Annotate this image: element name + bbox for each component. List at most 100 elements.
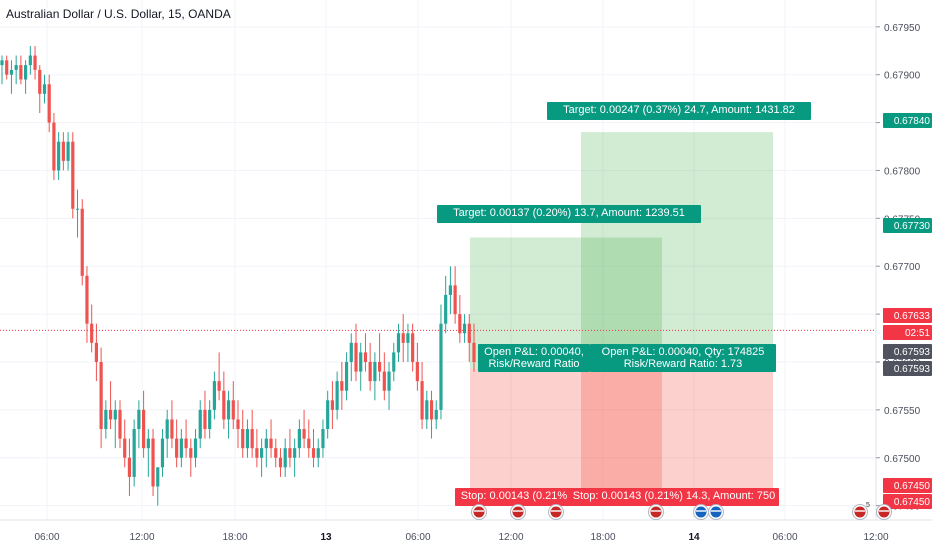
candle-body [326, 400, 330, 430]
candle-body [198, 409, 202, 439]
candle-body [175, 438, 179, 458]
price-tag-label: 0.67450 [894, 497, 931, 508]
candle-body [311, 448, 316, 458]
event-flag-stripe [551, 510, 561, 512]
price-axis-bg [876, 0, 932, 520]
time-tick-label: 06:00 [34, 532, 59, 543]
price-tag-label: 0.67593 [894, 347, 931, 358]
candle-body [396, 333, 401, 353]
price-tag-bg [883, 494, 932, 509]
candle-body [472, 342, 476, 362]
candle-body [66, 141, 70, 161]
candle-body [439, 323, 443, 410]
candle-body [189, 448, 193, 458]
event-flag-icon[interactable] [548, 504, 564, 520]
event-count: 5 [866, 502, 870, 509]
time-axis[interactable]: 06:00 12:00 18:00 13 06:00 12:00 18:00 14 06:00 1… [34, 532, 888, 543]
candle-body [354, 342, 358, 372]
pnl-label-1-box [478, 344, 590, 372]
candle-body [321, 429, 325, 449]
price-tick-label: 0.67550 [884, 406, 921, 417]
candle-body [387, 371, 391, 391]
stop-zone[interactable] [581, 368, 773, 506]
candle-body [33, 55, 37, 70]
candle-body [335, 381, 339, 410]
pnl-label-1: Open P&L: 0.00040,Risk/Reward Ratio [478, 344, 590, 372]
event-flag-icon[interactable] [693, 504, 709, 520]
pnl-label-1-text: Risk/Reward Ratio [488, 358, 579, 370]
candle-body [444, 294, 448, 324]
event-flag-stripe [855, 510, 865, 512]
candle-body [349, 342, 353, 362]
candle-body [415, 361, 419, 382]
candle-body [429, 400, 434, 420]
stop-label-1-box [455, 488, 573, 506]
event-flag-icon[interactable] [510, 504, 526, 520]
event-flag-icon[interactable] [471, 504, 487, 520]
price-tag: 0.67593 [883, 344, 932, 359]
price-tags: 0.67840 0.67730 0.67633 02:51 0.67593 0.67593… [883, 113, 932, 509]
price-tag-bg [883, 478, 932, 493]
candle-body [160, 438, 165, 468]
event-flag-stripe [711, 510, 721, 512]
event-flag-icon[interactable]: 5 [852, 502, 871, 520]
price-tag-bg [883, 308, 932, 323]
price-tag: 0.67450 [883, 494, 932, 509]
event-flag-icon[interactable] [876, 504, 892, 520]
time-tick-label: 18:00 [590, 532, 615, 543]
price-tag-bg [883, 344, 932, 359]
candle-body [9, 69, 14, 75]
candle-body [344, 361, 349, 391]
economic-events[interactable]: 5 [471, 502, 892, 520]
candle-body [99, 361, 103, 430]
candle-body [212, 381, 216, 410]
candle-body [330, 400, 334, 410]
price-tag: 0.67840 [883, 113, 932, 128]
candle-body [236, 419, 240, 430]
pnl-label-2-box [590, 344, 776, 372]
candle-body [293, 448, 297, 458]
candle-body [217, 381, 221, 391]
candle-body [226, 400, 231, 420]
target-label-1-box [437, 205, 701, 223]
chart-title: Australian Dollar / U.S. Dollar, 15, OAN… [6, 7, 231, 21]
candle-body [203, 409, 207, 430]
candle-body [142, 409, 146, 449]
event-flag-icon[interactable] [648, 504, 664, 520]
position-zones[interactable] [470, 132, 773, 506]
candle-body [104, 409, 108, 430]
candle-body [151, 438, 155, 487]
candle-series [0, 45, 476, 506]
time-tick-label: 06:00 [772, 532, 797, 543]
candle-body [425, 400, 429, 420]
candle-body [137, 409, 141, 430]
candle-body [5, 60, 9, 75]
candle-body [113, 409, 117, 420]
candle-body [401, 333, 405, 343]
target-label-2: Target: 0.00247 (0.37%) 24.7, Amount: 14… [547, 102, 811, 120]
candle-body [123, 438, 127, 458]
stop-zone[interactable] [470, 368, 662, 506]
candle-body [302, 429, 306, 439]
candle-body [406, 333, 410, 343]
price-tag-bg [883, 113, 932, 128]
candle-body [132, 429, 136, 477]
price-tick-label: 0.67950 [884, 23, 921, 34]
pnl-label-2-text: Risk/Reward Ratio: 1.73 [624, 358, 743, 370]
candle-body [340, 381, 344, 391]
candle-body [146, 438, 150, 449]
event-flag-icon[interactable] [708, 504, 724, 520]
candle-body [316, 448, 320, 458]
target-zone[interactable] [581, 132, 773, 369]
candle-body [179, 438, 183, 458]
candle-body [297, 429, 301, 449]
time-tick-label: 12:00 [129, 532, 154, 543]
stop-label-1: Stop: 0.00143 (0.21% [455, 488, 573, 506]
candle-body [14, 65, 18, 70]
time-tick-label: 12:00 [498, 532, 523, 543]
candle-body [368, 361, 372, 382]
candle-body [71, 141, 75, 209]
candle-body [264, 438, 268, 449]
candle-body [52, 122, 56, 171]
